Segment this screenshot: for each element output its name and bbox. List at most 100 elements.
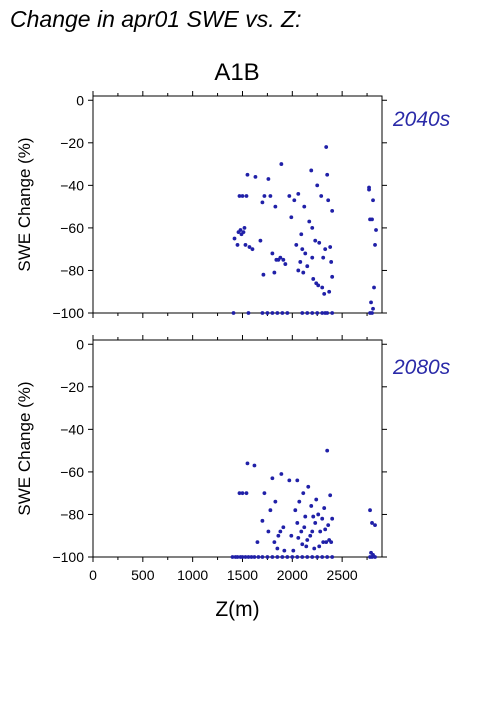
xlabel: Z(m): [215, 598, 259, 621]
data-point: [280, 311, 285, 315]
data-point: [328, 245, 333, 249]
data-point: [328, 493, 333, 498]
panel-2040s: 0 −20 −40 −60 −80 −100 SWE Change (%) 2040s: [15, 91, 451, 321]
data-point: [244, 491, 249, 496]
data-point: [320, 516, 325, 521]
data-point: [301, 270, 306, 275]
data-point: [287, 478, 292, 483]
data-point: [316, 283, 321, 288]
data-point: [330, 208, 335, 213]
data-point: [318, 529, 323, 534]
data-point: [371, 552, 375, 557]
data-point: [371, 198, 375, 203]
data-point: [330, 274, 335, 279]
x-tick-label: 2500: [327, 567, 358, 583]
data-point: [279, 472, 284, 476]
data-point: [306, 484, 311, 489]
data-point: [296, 191, 301, 196]
period-label-2080s: 2080s: [392, 356, 451, 379]
data-point: [260, 518, 265, 523]
data-point: [252, 555, 257, 559]
data-point: [311, 514, 316, 519]
y-tick-label: −80: [60, 262, 84, 278]
data-point: [268, 508, 273, 513]
data-point: [302, 204, 307, 209]
data-point: [276, 533, 281, 538]
panel-2080s: 0 −20 −40 −60 −80 −100 0 500 1000 1500 2000 2500 SW…: [15, 335, 451, 621]
data-point: [262, 491, 267, 496]
x-tick-label: 1500: [227, 567, 258, 583]
ylabel-2080s: SWE Change (%): [15, 381, 34, 515]
period-label-2040s: 2040s: [392, 108, 451, 131]
data-point: [289, 533, 294, 538]
data-point: [314, 497, 319, 502]
data-point: [287, 194, 292, 198]
y-tick-label: 0: [76, 92, 84, 108]
data-point: [329, 540, 334, 545]
data-point: [317, 544, 322, 549]
data-point: [262, 194, 267, 198]
plot-frame-2040s: [92, 95, 383, 314]
data-point: [330, 311, 335, 315]
data-point: [316, 512, 321, 517]
data-point: [310, 226, 315, 230]
data-point: [246, 555, 251, 559]
data-point: [275, 555, 280, 559]
data-point: [249, 555, 254, 559]
y-tick-label: −20: [60, 135, 84, 151]
data-point: [295, 521, 300, 525]
data-point: [282, 548, 287, 553]
data-point: [235, 555, 240, 559]
data-point: [270, 311, 275, 315]
data-point: [323, 527, 328, 532]
data-point: [320, 285, 325, 290]
data-point: [235, 243, 240, 247]
data-point: [294, 243, 299, 247]
data-point: [230, 555, 235, 559]
plot-frame-2080s: [92, 339, 383, 558]
data-point: [273, 204, 278, 209]
data-point: [231, 311, 236, 315]
data-point: [244, 194, 249, 198]
data-point: [265, 311, 270, 315]
data-point: [315, 311, 320, 315]
data-point: [243, 243, 248, 247]
data-point: [322, 291, 327, 296]
data-point: [308, 533, 313, 538]
data-point: [325, 448, 330, 453]
data-point: [278, 529, 283, 534]
figure-title: Change in apr01 SWE vs. Z:: [10, 6, 301, 32]
data-point: [285, 311, 290, 315]
data-point: [303, 251, 308, 256]
data-point: [272, 270, 277, 275]
data-point: [321, 255, 326, 260]
data-point: [245, 172, 250, 177]
data-point: [312, 546, 317, 551]
data-point: [373, 243, 377, 247]
x-tick-label: 500: [131, 567, 155, 583]
data-point: [260, 200, 265, 205]
data-point: [299, 529, 304, 534]
data-point: [313, 521, 318, 525]
data-point: [320, 555, 325, 559]
data-point: [325, 555, 330, 559]
data-point: [329, 260, 334, 264]
data-point: [295, 478, 300, 483]
data-point: [246, 311, 251, 315]
data-point: [369, 300, 373, 305]
data-point: [260, 555, 265, 559]
data-point: [283, 262, 288, 266]
x-tick-label: 1000: [177, 567, 208, 583]
data-point: [300, 247, 305, 252]
data-point: [261, 272, 266, 277]
data-point: [310, 529, 315, 534]
data-point: [301, 491, 306, 496]
data-point: [370, 521, 374, 525]
data-point: [281, 525, 286, 530]
data-point: [290, 555, 295, 559]
points-2040s: [231, 145, 378, 315]
data-point: [305, 264, 310, 269]
data-point: [237, 491, 242, 496]
data-point: [311, 277, 316, 281]
